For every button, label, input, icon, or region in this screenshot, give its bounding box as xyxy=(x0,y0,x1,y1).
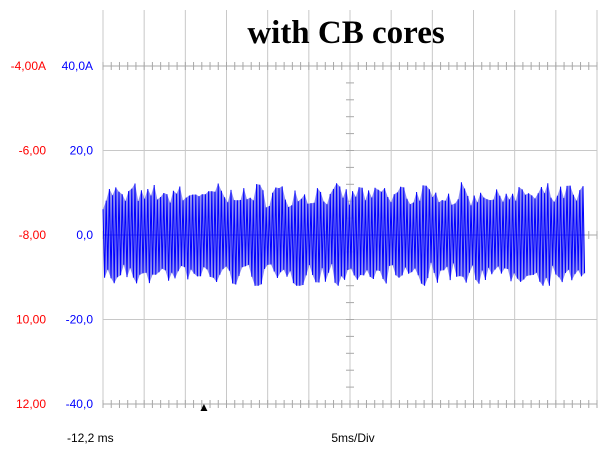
x-start-label: -12,2 ms xyxy=(67,431,114,445)
timebase-label: 5ms/Div xyxy=(331,431,374,445)
left-tick-label: -6,00 xyxy=(19,144,47,158)
right-tick-label: -40,0 xyxy=(66,397,94,411)
right-tick-label: 40,0A xyxy=(62,59,93,73)
left-axis-ticks: -4,00A -6,00 -8,00 10,00 12,00 xyxy=(11,59,47,411)
left-tick-label: -8,00 xyxy=(19,228,47,242)
left-tick-label: 12,00 xyxy=(16,397,46,411)
trigger-marker: ▲ xyxy=(198,400,210,414)
right-tick-label: 0,0 xyxy=(76,228,93,242)
chart-title: with CB cores xyxy=(247,15,445,51)
right-tick-label: 20,0 xyxy=(70,144,94,158)
waveform-series xyxy=(102,182,586,286)
right-axis-ticks: 40,0A 20,0 0,0 -20,0 -40,0 xyxy=(62,59,94,411)
waveform-trace xyxy=(102,182,586,286)
left-tick-label: -4,00A xyxy=(11,59,46,73)
left-tick-label: 10,00 xyxy=(16,313,46,327)
right-tick-label: -20,0 xyxy=(66,313,94,327)
